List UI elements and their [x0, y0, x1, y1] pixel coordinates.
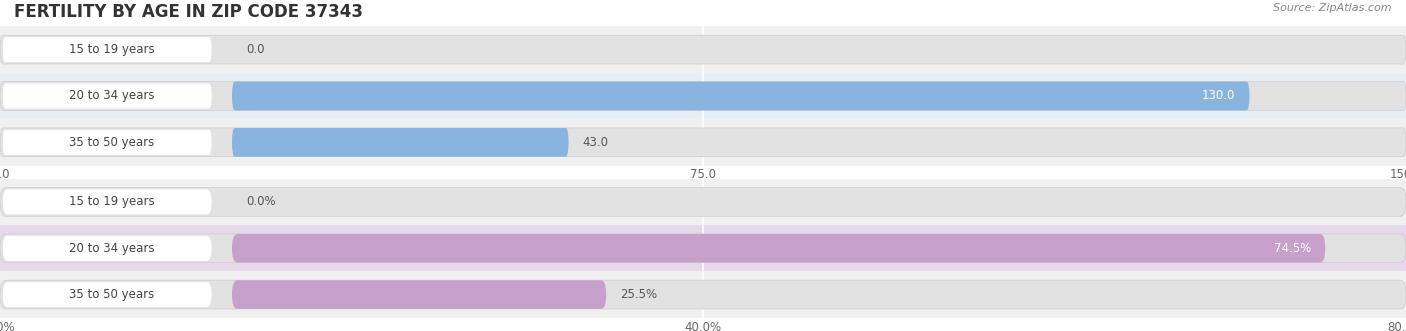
FancyBboxPatch shape [3, 83, 212, 109]
FancyBboxPatch shape [0, 128, 1406, 157]
Text: 0.0%: 0.0% [246, 195, 276, 209]
Text: 20 to 34 years: 20 to 34 years [69, 242, 155, 255]
FancyBboxPatch shape [0, 280, 1406, 309]
FancyBboxPatch shape [3, 189, 212, 214]
Bar [0, 179, 1406, 225]
Bar [0, 225, 1406, 271]
Text: 35 to 50 years: 35 to 50 years [69, 288, 155, 301]
Text: 15 to 19 years: 15 to 19 years [69, 195, 155, 209]
FancyBboxPatch shape [0, 234, 1406, 262]
Text: 25.5%: 25.5% [620, 288, 658, 301]
FancyBboxPatch shape [0, 188, 1406, 216]
Text: FERTILITY BY AGE IN ZIP CODE 37343: FERTILITY BY AGE IN ZIP CODE 37343 [14, 3, 363, 21]
FancyBboxPatch shape [3, 282, 212, 307]
FancyBboxPatch shape [3, 130, 212, 155]
FancyBboxPatch shape [232, 82, 1250, 110]
FancyBboxPatch shape [3, 37, 212, 62]
FancyBboxPatch shape [0, 82, 1406, 110]
Bar [0, 26, 1406, 73]
FancyBboxPatch shape [0, 35, 1406, 64]
Text: 0.0: 0.0 [246, 43, 264, 56]
Bar [0, 271, 1406, 318]
Text: 15 to 19 years: 15 to 19 years [69, 43, 155, 56]
FancyBboxPatch shape [232, 128, 568, 157]
FancyBboxPatch shape [232, 280, 606, 309]
FancyBboxPatch shape [3, 236, 212, 261]
Text: 20 to 34 years: 20 to 34 years [69, 89, 155, 103]
Text: 74.5%: 74.5% [1274, 242, 1312, 255]
Text: Source: ZipAtlas.com: Source: ZipAtlas.com [1274, 3, 1392, 13]
Text: 35 to 50 years: 35 to 50 years [69, 136, 155, 149]
FancyBboxPatch shape [232, 234, 1326, 262]
Text: 43.0: 43.0 [582, 136, 609, 149]
Bar [0, 73, 1406, 119]
Bar [0, 119, 1406, 166]
Text: 130.0: 130.0 [1202, 89, 1236, 103]
